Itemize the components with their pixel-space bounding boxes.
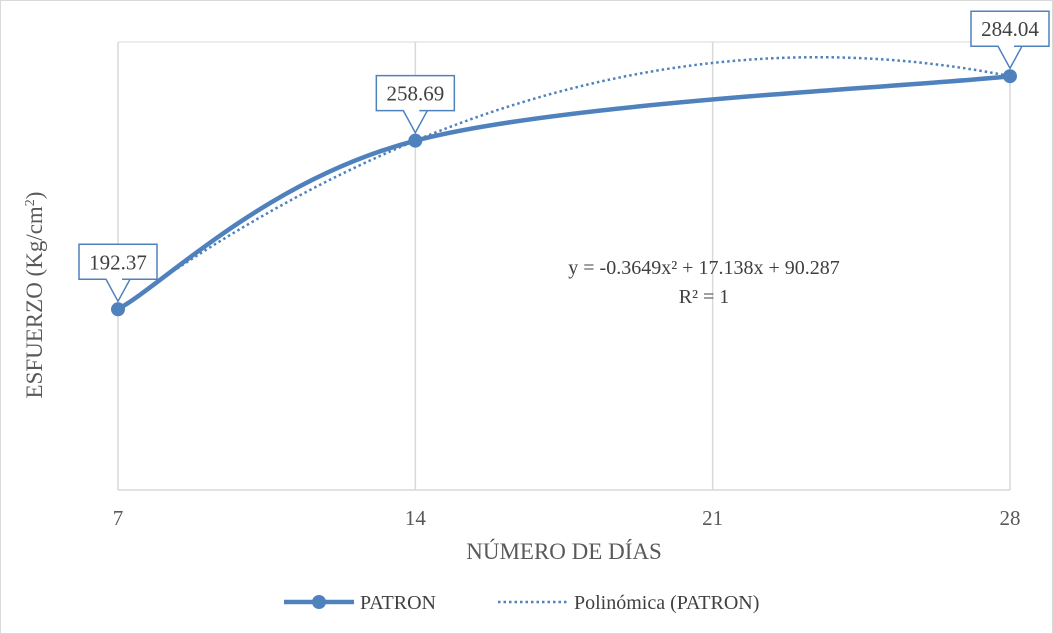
legend-marker-patron <box>312 595 326 609</box>
gridlines <box>117 42 1011 490</box>
data-point-28 <box>1003 69 1017 84</box>
x-tick-label-7: 7 <box>113 506 124 530</box>
y-axis-title: ESFUERZO (Kg/cm2) <box>22 192 47 399</box>
data-label-callout-7 <box>78 243 158 303</box>
trendline-series <box>117 55 1011 311</box>
x-tick-label-14: 14 <box>405 506 427 530</box>
data-labels: 192.37 258.69 284.04 <box>78 10 1050 303</box>
patron-series <box>111 69 1017 317</box>
data-label-7: 192.37 <box>89 250 147 274</box>
data-label-callout-14 <box>375 74 456 135</box>
data-point-7 <box>111 302 125 317</box>
x-tick-label-28: 28 <box>1000 506 1021 530</box>
trendline-equation: y = -0.3649x² + 17.138x + 90.287 <box>568 257 840 279</box>
patron-line <box>116 73 1011 312</box>
trendline-path <box>117 55 1011 311</box>
trendline-r-squared: R² = 1 <box>679 286 730 308</box>
data-label-14: 258.69 <box>386 82 444 106</box>
x-tick-label-21: 21 <box>702 506 723 530</box>
legend-item-polinomica: Polinómica (PATRON) <box>498 592 759 614</box>
data-point-14 <box>408 133 423 148</box>
legend: PATRON Polinómica (PATRON) <box>284 592 759 614</box>
x-tick-labels: 7 14 21 28 <box>113 506 1021 530</box>
data-label-28: 284.04 <box>981 17 1039 41</box>
x-axis-title: NÚMERO DE DÍAS <box>466 538 662 564</box>
plot-area <box>118 41 1010 491</box>
legend-label-polinomica: Polinómica (PATRON) <box>574 592 759 614</box>
legend-label-patron: PATRON <box>360 592 436 614</box>
legend-item-patron: PATRON <box>284 592 436 614</box>
data-label-callout-28 <box>970 10 1050 70</box>
